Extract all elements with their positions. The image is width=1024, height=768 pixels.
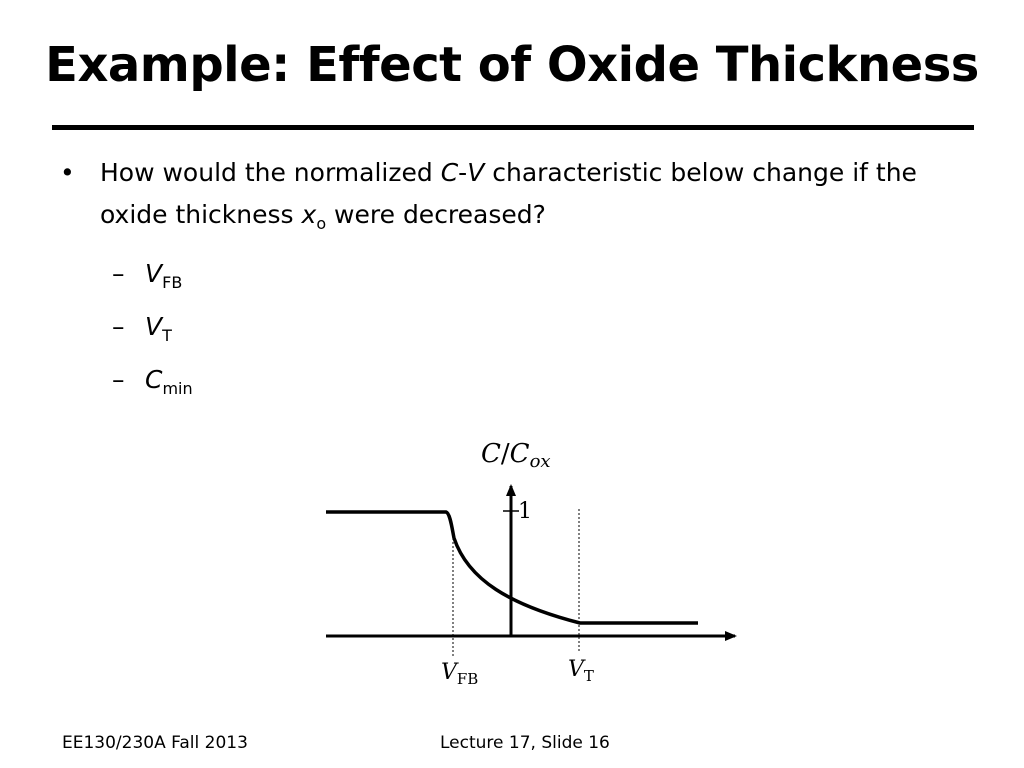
subitem-dash: – <box>112 259 125 288</box>
subitem-subscript: min <box>162 379 193 398</box>
question-bullet: • How would the normalized C-V character… <box>60 152 980 245</box>
vt-label: VT <box>568 657 594 685</box>
slide-title: Example: Effect of Oxide Thickness <box>45 37 979 93</box>
subitem-cmin: – Cmin <box>60 365 980 404</box>
subitem-symbol: V <box>145 312 163 341</box>
subitem-vt: – VT <box>60 312 980 351</box>
question-c: C <box>440 158 459 187</box>
y-axis-label: C/Cox <box>481 439 551 472</box>
vfb-label: VFB <box>441 660 478 688</box>
subitem-symbol: V <box>145 259 163 288</box>
bullet-dot: • <box>60 158 75 187</box>
title-underline <box>52 125 974 130</box>
bullet-list: • How would the normalized C-V character… <box>60 152 980 404</box>
y-tick-label: 1 <box>518 499 532 524</box>
question-text-1: How would the normalized <box>100 158 441 187</box>
question-dash: - <box>458 158 468 187</box>
subitem-subscript: FB <box>162 273 183 292</box>
footer-course: EE130/230A Fall 2013 <box>62 733 248 753</box>
cv-curve <box>326 510 698 625</box>
question-v: V <box>467 158 485 187</box>
subitem-dash: – <box>112 312 125 341</box>
subitem-vfb: – VFB <box>60 259 980 298</box>
subitem-symbol: C <box>145 365 163 394</box>
question-text-2: characteristic below change if the oxide… <box>100 158 917 229</box>
subitem-dash: – <box>112 365 125 394</box>
question-text-3: were decreased? <box>326 200 546 229</box>
question-x: x <box>301 200 317 229</box>
question-x-subscript: o <box>316 214 327 233</box>
footer-slide-number: Lecture 17, Slide 16 <box>440 733 610 753</box>
subitem-subscript: T <box>162 326 172 345</box>
